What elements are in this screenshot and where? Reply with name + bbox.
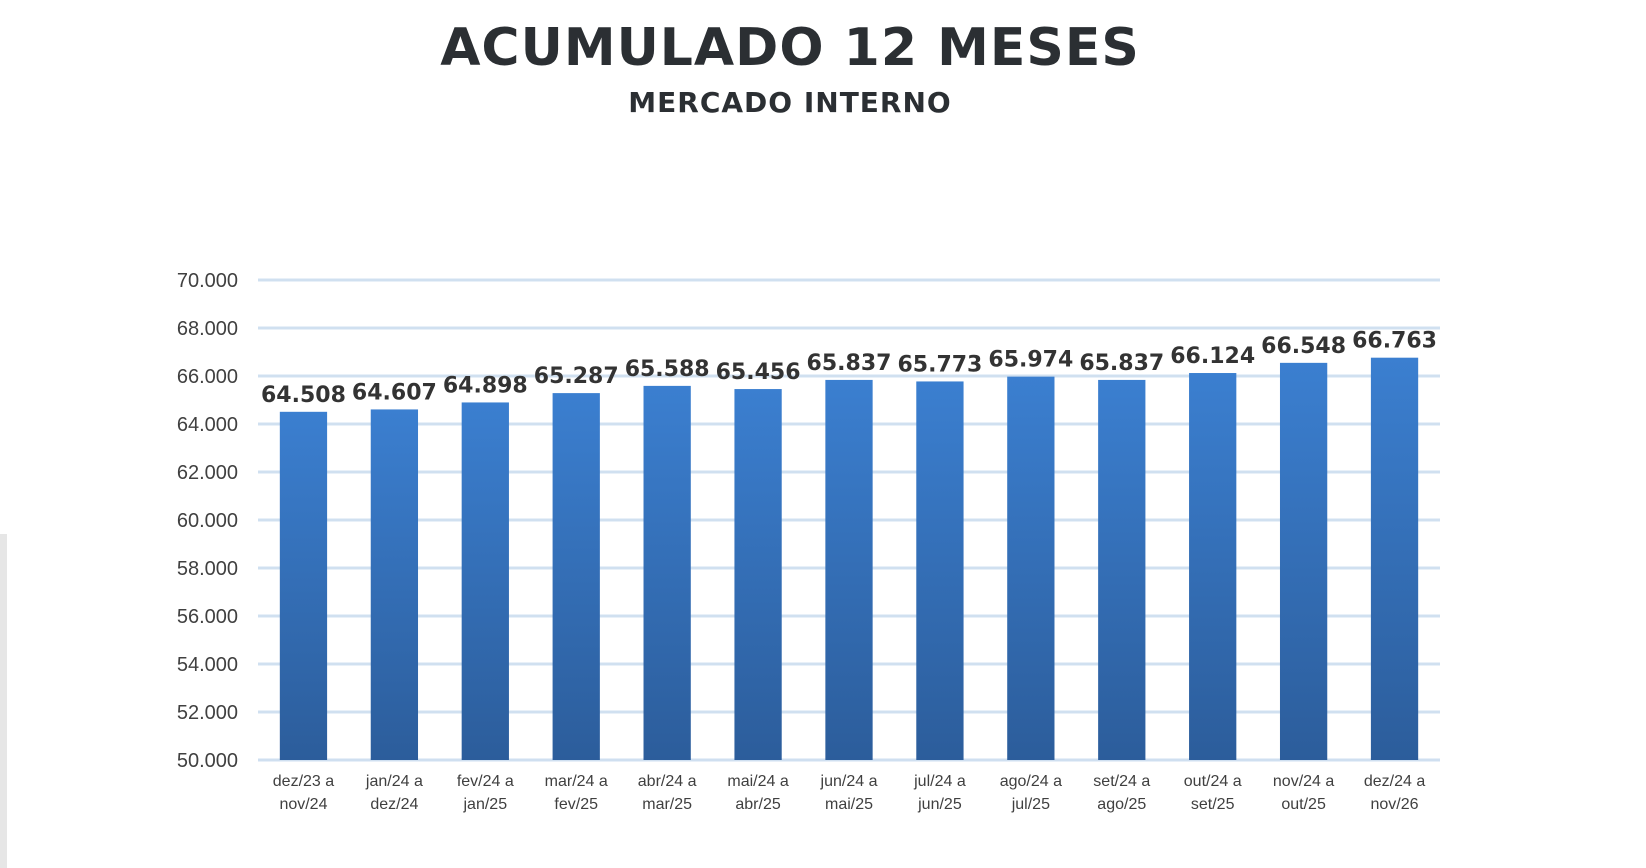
x-tick-label: mar/25: [642, 796, 692, 813]
y-tick-label: 52.000: [177, 702, 238, 724]
x-tick-label: mai/25: [825, 796, 873, 813]
y-tick-label: 60.000: [177, 510, 238, 532]
bar-value-label: 65.588: [625, 357, 710, 382]
x-tick-label: abr/24 a: [638, 773, 697, 790]
x-tick-label: ago/24 a: [1000, 773, 1062, 790]
bar: [1007, 376, 1055, 760]
x-tick-label: nov/24: [279, 796, 327, 813]
bar-value-label: 65.773: [897, 352, 982, 377]
x-tick-label: set/25: [1191, 796, 1235, 813]
bar: [1189, 373, 1237, 760]
y-tick-label: 50.000: [177, 750, 238, 772]
x-tick-label: ago/25: [1097, 796, 1146, 813]
bar-value-label: 65.837: [807, 351, 892, 376]
x-tick-label: dez/24 a: [1364, 773, 1425, 790]
bar: [1098, 379, 1146, 760]
x-tick-label: dez/24: [370, 796, 418, 813]
x-tick-label: jul/24 a: [913, 773, 966, 790]
bar: [1279, 362, 1328, 760]
bar-value-label: 65.974: [988, 348, 1073, 373]
bar: [825, 379, 873, 760]
y-tick-label: 68.000: [177, 318, 238, 340]
bar-value-label: 65.456: [716, 360, 801, 385]
bar: [643, 385, 691, 760]
y-tick-label: 58.000: [177, 558, 238, 580]
bar: [734, 389, 782, 760]
bar-value-label: 66.124: [1170, 344, 1255, 369]
bar: [552, 393, 600, 760]
bar-value-label: 65.837: [1079, 351, 1164, 376]
x-tick-label: jul/25: [1011, 796, 1050, 813]
x-tick-label: fev/24 a: [457, 773, 514, 790]
y-tick-label: 70.000: [177, 270, 238, 292]
y-tick-label: 64.000: [177, 414, 238, 436]
y-axis-tick-labels: 50.000 52.000 54.000 56.000 58.000 60.000 62.0…: [177, 270, 238, 772]
x-tick-label: jan/24 a: [365, 773, 423, 790]
y-tick-label: 66.000: [177, 366, 238, 388]
bar: [370, 409, 419, 760]
x-tick-label: mai/24 a: [727, 773, 788, 790]
x-tick-label: dez/23 a: [273, 773, 334, 790]
y-tick-label: 62.000: [177, 462, 238, 484]
bar: [461, 402, 509, 760]
chart-title: ACUMULADO 12 MESES: [440, 18, 1140, 78]
bar-value-label: 66.548: [1261, 334, 1346, 359]
y-tick-label: 54.000: [177, 654, 238, 676]
x-tick-label: mar/24 a: [545, 773, 608, 790]
x-tick-label: abr/25: [735, 796, 780, 813]
x-tick-label: set/24 a: [1093, 773, 1150, 790]
bar-value-label: 64.607: [352, 380, 437, 405]
data-labels: 64.508 64.607 64.898 65.287 65.588 65.456 65.8…: [261, 329, 1437, 408]
x-tick-label: jan/25: [463, 796, 508, 813]
bar-value-label: 64.508: [261, 383, 346, 408]
x-tick-label: fev/25: [554, 796, 598, 813]
x-tick-label: nov/26: [1371, 796, 1419, 813]
x-tick-label: jun/25: [917, 796, 962, 813]
x-axis-category-labels: dez/23 a nov/24 jan/24 a dez/24 fev/24 a jan/…: [273, 773, 1426, 813]
chart-subtitle: MERCADO INTERNO: [628, 86, 952, 119]
x-tick-label: nov/24 a: [1273, 773, 1334, 790]
bar: [1370, 357, 1419, 760]
left-edge-strip: [0, 534, 7, 868]
y-tick-label: 56.000: [177, 606, 238, 628]
bar: [279, 411, 328, 760]
bar-value-label: 64.898: [443, 373, 528, 398]
x-tick-label: out/24 a: [1184, 773, 1242, 790]
bar-value-label: 65.287: [534, 364, 619, 389]
x-tick-label: jun/24 a: [820, 773, 878, 790]
x-tick-label: out/25: [1281, 796, 1326, 813]
bar: [916, 381, 964, 760]
bars: [279, 357, 1419, 760]
bar-value-label: 66.763: [1352, 329, 1437, 354]
